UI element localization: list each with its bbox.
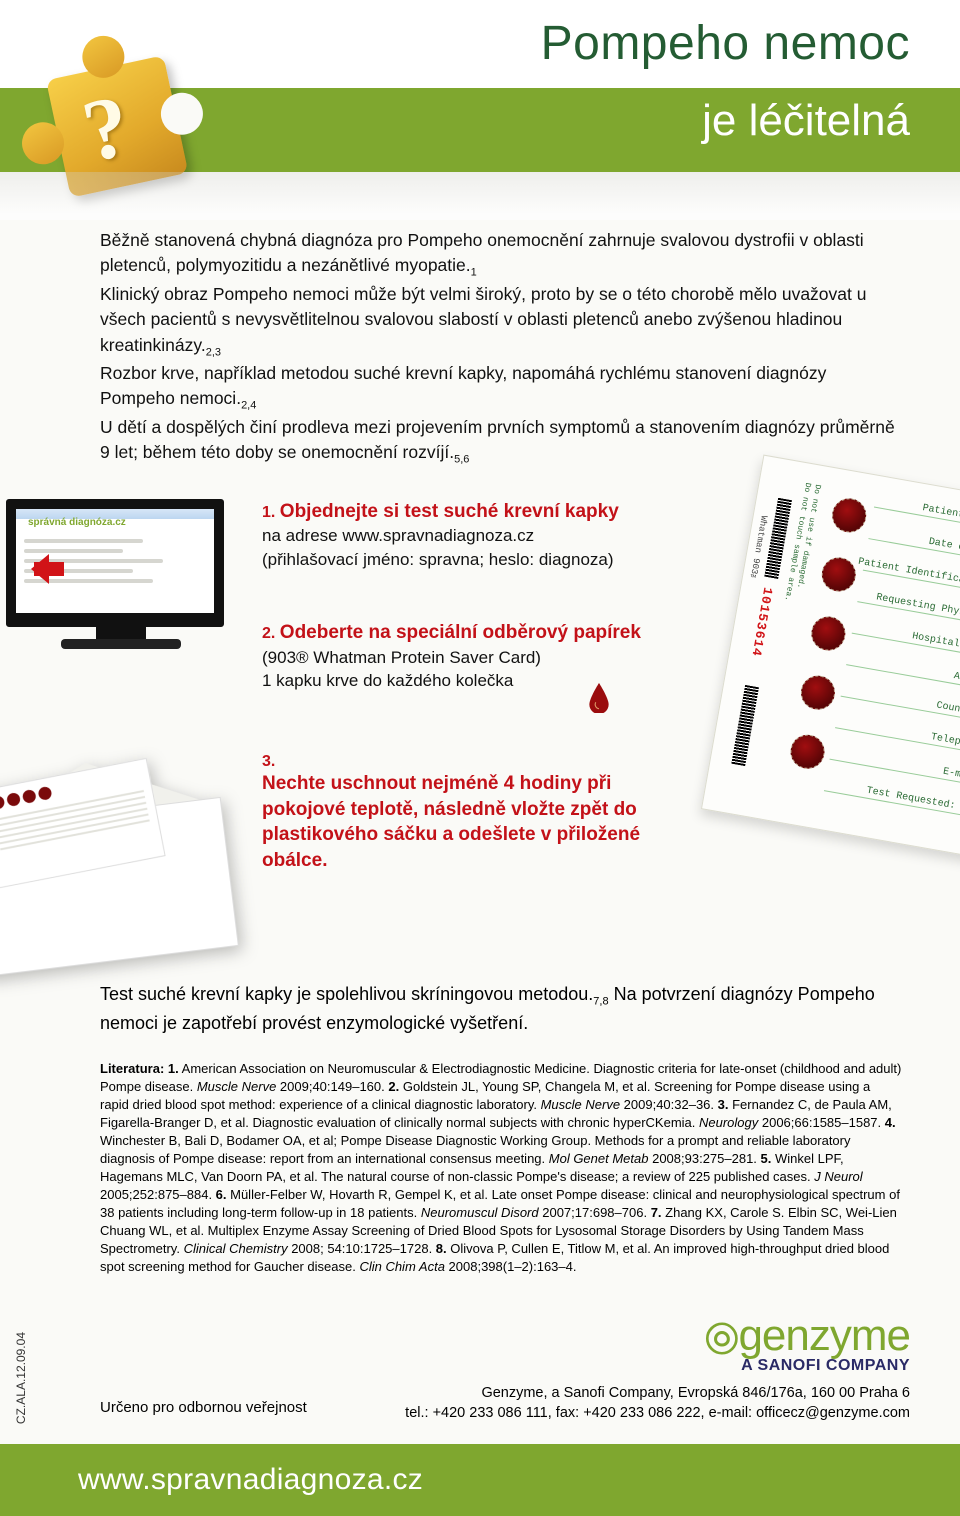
bottom-bar: www.spravnadiagnoza.cz <box>0 1444 960 1516</box>
sanofi-tagline: A SANOFI COMPANY <box>100 1357 910 1375</box>
conclusion-text-a: Test suché krevní kapky je spolehlivou s… <box>100 984 593 1004</box>
ref-7-8: 7,8 <box>593 995 608 1007</box>
header-shadow <box>0 172 960 220</box>
step-2-card: (903® Whatman Protein Saver Card) <box>262 646 690 670</box>
references-body: American Association on Neuromuscular & … <box>100 1061 901 1273</box>
step-3-number: 3. <box>262 753 275 770</box>
ref-2-3: 2,3 <box>206 346 221 358</box>
step-2-title: Odeberte na speciální odběrový papírek <box>280 622 641 643</box>
ref-2-4: 2,4 <box>241 400 256 412</box>
step-2-instruction: 1 kapku krve do každého kolečka <box>262 669 690 693</box>
step-2: 2. Odeberte na speciální odběrový papíre… <box>262 620 690 693</box>
intro-text-2: Klinický obraz Pompeho nemoci může být v… <box>100 284 866 355</box>
ref-5-6: 5,6 <box>454 454 469 466</box>
footer: ⦾genzyme A SANOFI COMPANY Genzyme, a San… <box>0 1286 960 1444</box>
intro-paragraph: Běžně stanovená chybná diagnóza pro Pomp… <box>0 220 960 491</box>
red-arrow-icon <box>16 554 64 584</box>
intro-text-4: U dětí a dospělých činí prodleva mezi pr… <box>100 417 895 462</box>
envelope-illustration <box>0 774 260 987</box>
references-lead: Literatura: 1. <box>100 1061 179 1076</box>
step-1-title: Objednejte si test suché krevní kapky <box>280 501 619 522</box>
page: Pompeho nemoc je léčitelná ? Běžně stano… <box>0 0 960 1516</box>
website-url: www.spravnadiagnoza.cz <box>78 1463 423 1497</box>
monitor-illustration: správná diagnóza.cz <box>6 499 236 669</box>
step-3-title: Nechte uschnout nejméně 4 hodiny při pok… <box>262 771 662 874</box>
intro-text-1: Běžně stanovená chybná diagnóza pro Pomp… <box>100 230 864 275</box>
filter-card-illustration: Whatman 903™ 10153614 Patient Surname ¹D… <box>701 454 960 859</box>
step-1-credentials: (přihlašovací jméno: spravna; heslo: dia… <box>262 548 690 572</box>
step-1-url: na adrese www.spravnadiagnoza.cz <box>262 524 690 548</box>
references: Literatura: 1. American Association on N… <box>0 1042 960 1285</box>
document-id: CZ.ALA.12.09.04 <box>14 1332 28 1424</box>
intro-text-3: Rozbor krve, například metodou suché kre… <box>100 363 826 408</box>
page-title: Pompeho nemoc <box>541 16 910 71</box>
monitor-brand-text: správná diagnóza.cz <box>28 517 126 528</box>
step-2-number: 2. <box>262 625 275 642</box>
audience-note: Určeno pro odbornou veřejnost <box>100 1399 307 1416</box>
step-3: 3. Nechte uschnout nejméně 4 hodiny při … <box>262 753 662 874</box>
header: Pompeho nemoc je léčitelná ? <box>0 0 960 220</box>
page-subtitle: je léčitelná <box>702 96 910 146</box>
steps-section: správná diagnóza.cz Whatman 903™ 1015361… <box>0 491 960 951</box>
ref-1: 1 <box>471 267 477 279</box>
step-1-number: 1. <box>262 504 275 521</box>
genzyme-logo: ⦾genzyme <box>100 1316 910 1356</box>
blood-drop-icon <box>588 683 610 713</box>
step-1: 1. Objednejte si test suché krevní kapky… <box>262 499 690 572</box>
